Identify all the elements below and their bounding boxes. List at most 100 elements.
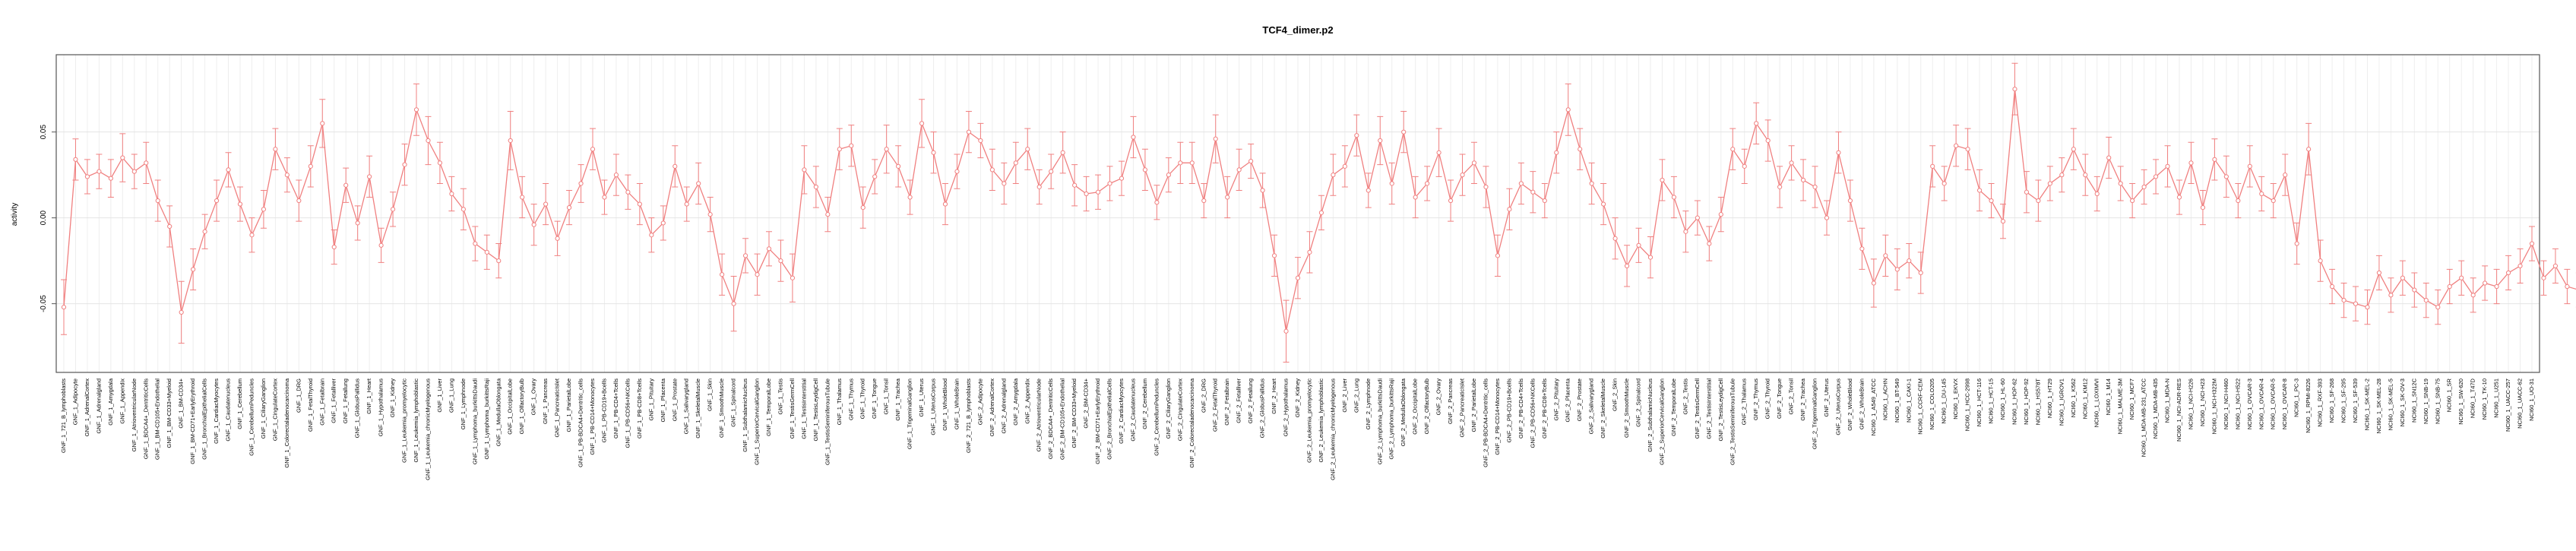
x-tick-label: GNF_1_Tongue xyxy=(871,378,878,419)
data-point xyxy=(2518,264,2522,268)
data-point xyxy=(461,207,465,211)
data-point xyxy=(1119,176,1123,180)
x-tick-label: GNF_2_OlfactoryBulb xyxy=(1423,378,1430,434)
data-point xyxy=(1860,247,1864,251)
data-point xyxy=(508,138,512,142)
data-point xyxy=(532,223,536,226)
data-point xyxy=(1378,138,1382,142)
x-tick-label: GNF_2_TestisInterstitial xyxy=(1705,378,1712,439)
data-point xyxy=(179,310,183,314)
x-tick-label: GNF_2_Appendix xyxy=(1024,378,1030,424)
data-point xyxy=(2224,175,2228,179)
x-tick-label: GNF_2_Caudatenucleus xyxy=(1129,378,1136,442)
data-point xyxy=(1931,164,1935,168)
data-point xyxy=(932,150,935,154)
data-point xyxy=(368,175,372,179)
data-point xyxy=(2283,173,2287,177)
x-tick-label: GNF_2_CerebellumPeduncles xyxy=(1153,378,1160,456)
data-point xyxy=(661,221,665,225)
data-point xyxy=(1319,211,1323,214)
x-tick-label: GNF_1_TestisLeydigCell xyxy=(812,378,819,442)
data-point xyxy=(2084,173,2087,177)
data-point xyxy=(1026,147,1030,151)
x-tick-label: NCI60_1_SF-295 xyxy=(2340,378,2347,423)
data-point xyxy=(414,108,418,112)
x-tick-label: GNF_1_PancreaticIslet xyxy=(554,378,561,437)
data-point xyxy=(2389,293,2393,297)
data-point xyxy=(1966,147,1970,151)
data-point xyxy=(1155,201,1159,204)
data-point xyxy=(1954,144,1958,147)
data-point xyxy=(2542,276,2546,280)
x-tick-label: GNF_1_MedullaOblongata xyxy=(495,378,502,446)
data-point xyxy=(144,161,148,165)
x-tick-label: GNF_2_CardiacMyocytes xyxy=(1118,378,1125,444)
data-point xyxy=(1837,150,1840,154)
x-tick-label: GNF_1_Adipocyte xyxy=(71,378,78,425)
x-tick-label: GNF_2_WholeBlood xyxy=(1847,378,1853,431)
data-point xyxy=(861,205,865,209)
data-point xyxy=(1272,254,1276,258)
data-point xyxy=(955,169,959,173)
data-point xyxy=(1824,216,1828,220)
x-tick-label: GNF_2_Skin xyxy=(1612,378,1619,411)
x-tick-label: GNF_2_Fetalliver xyxy=(1236,378,1242,423)
x-tick-label: NCI60_1_CCRF-CEM xyxy=(1917,378,1924,435)
x-tick-label: GNF_2_SmoothMuscle xyxy=(1623,378,1630,438)
x-tick-label: GNF_2_SkeletalMuscle xyxy=(1600,378,1606,439)
x-tick-label: NCI60_1_OVCAR-3 xyxy=(2246,378,2253,429)
x-tick-label: GNF_2_Salivarygland xyxy=(1588,378,1595,434)
x-tick-label: NCI60_1_SN12C xyxy=(2410,378,2417,423)
data-point xyxy=(426,138,430,142)
data-point xyxy=(1366,188,1370,192)
x-tick-label: NCI60_1_LOXIMVI xyxy=(2093,378,2100,427)
x-tick-label: NCI60_1_SK-MEL-5 xyxy=(2387,378,2394,430)
data-point xyxy=(1460,173,1464,177)
x-tick-label: GNF_2_CingulateCortex xyxy=(1176,378,1183,441)
data-point xyxy=(908,195,912,199)
x-tick-label: GNF_1_UterusCorpus xyxy=(930,378,937,435)
data-point xyxy=(438,161,441,165)
data-point xyxy=(885,147,888,151)
data-point xyxy=(2353,302,2357,306)
data-point xyxy=(250,233,254,237)
data-point xyxy=(1037,185,1041,188)
x-tick-label: NCI60_1_HOP-92 xyxy=(2023,378,2030,425)
x-tick-label: NCI60_1_NCI-H226 xyxy=(2187,378,2194,429)
x-tick-label: GNF_2_AtrioventricularNode xyxy=(1036,378,1043,451)
x-tick-label: GNF_1_SmoothMuscle xyxy=(718,378,725,438)
data-point xyxy=(2307,147,2311,151)
x-tick-label: GNF_2_Leukemia_chronicMyelogenous xyxy=(1329,378,1336,480)
data-point xyxy=(1648,255,1652,259)
x-tick-label: GNF_1_PB-CD14+Monocytes xyxy=(589,378,596,455)
x-tick-label: GNF_1_SkeletalMuscle xyxy=(695,378,701,439)
data-point xyxy=(2424,299,2428,302)
x-tick-label: GNF_2_PB-CD4+Tcells xyxy=(1517,378,1524,439)
data-point xyxy=(2024,190,2028,194)
x-tick-label: NCI60_1_SNB-75 xyxy=(2434,378,2441,424)
x-tick-label: GNF_2_PB-BDCA4+Dentritic_cells xyxy=(1482,378,1489,467)
data-point xyxy=(967,130,970,134)
x-tick-label: GNF_1_PB-CD19+Bcells xyxy=(600,378,607,443)
data-point xyxy=(109,176,112,180)
data-point xyxy=(2189,161,2193,165)
data-point xyxy=(1143,168,1147,172)
x-tick-label: NCI60_1_OVCAR-4 xyxy=(2258,378,2264,429)
series-layer xyxy=(61,63,2576,362)
x-tick-label: GNF_2_721_B_lymphoblasts xyxy=(965,378,972,453)
x-tick-label: GNF_1_Thalamus xyxy=(836,378,843,426)
data-point xyxy=(1284,329,1288,333)
x-tick-label: NCI60_1_EKVX xyxy=(1952,378,1959,420)
data-point xyxy=(614,173,618,177)
x-tick-label: NCI60_1_MDA-MB-231_ATCC xyxy=(2141,378,2147,457)
x-tick-label: GNF_2_Thymus xyxy=(1752,378,1759,420)
data-point xyxy=(1202,198,1206,202)
data-point xyxy=(274,147,277,151)
data-point xyxy=(344,183,348,187)
data-point xyxy=(2154,175,2157,179)
x-tick-label: GNF_2_Tongue xyxy=(1776,378,1783,419)
data-point xyxy=(1413,195,1417,199)
x-tick-label: GNF_2_UterusCorpus xyxy=(1834,378,1841,435)
x-tick-label: GNF_1_BM-CD105+Endothelial xyxy=(154,378,161,460)
x-tick-label: GNF_1_CardiacMyocytes xyxy=(213,378,220,444)
